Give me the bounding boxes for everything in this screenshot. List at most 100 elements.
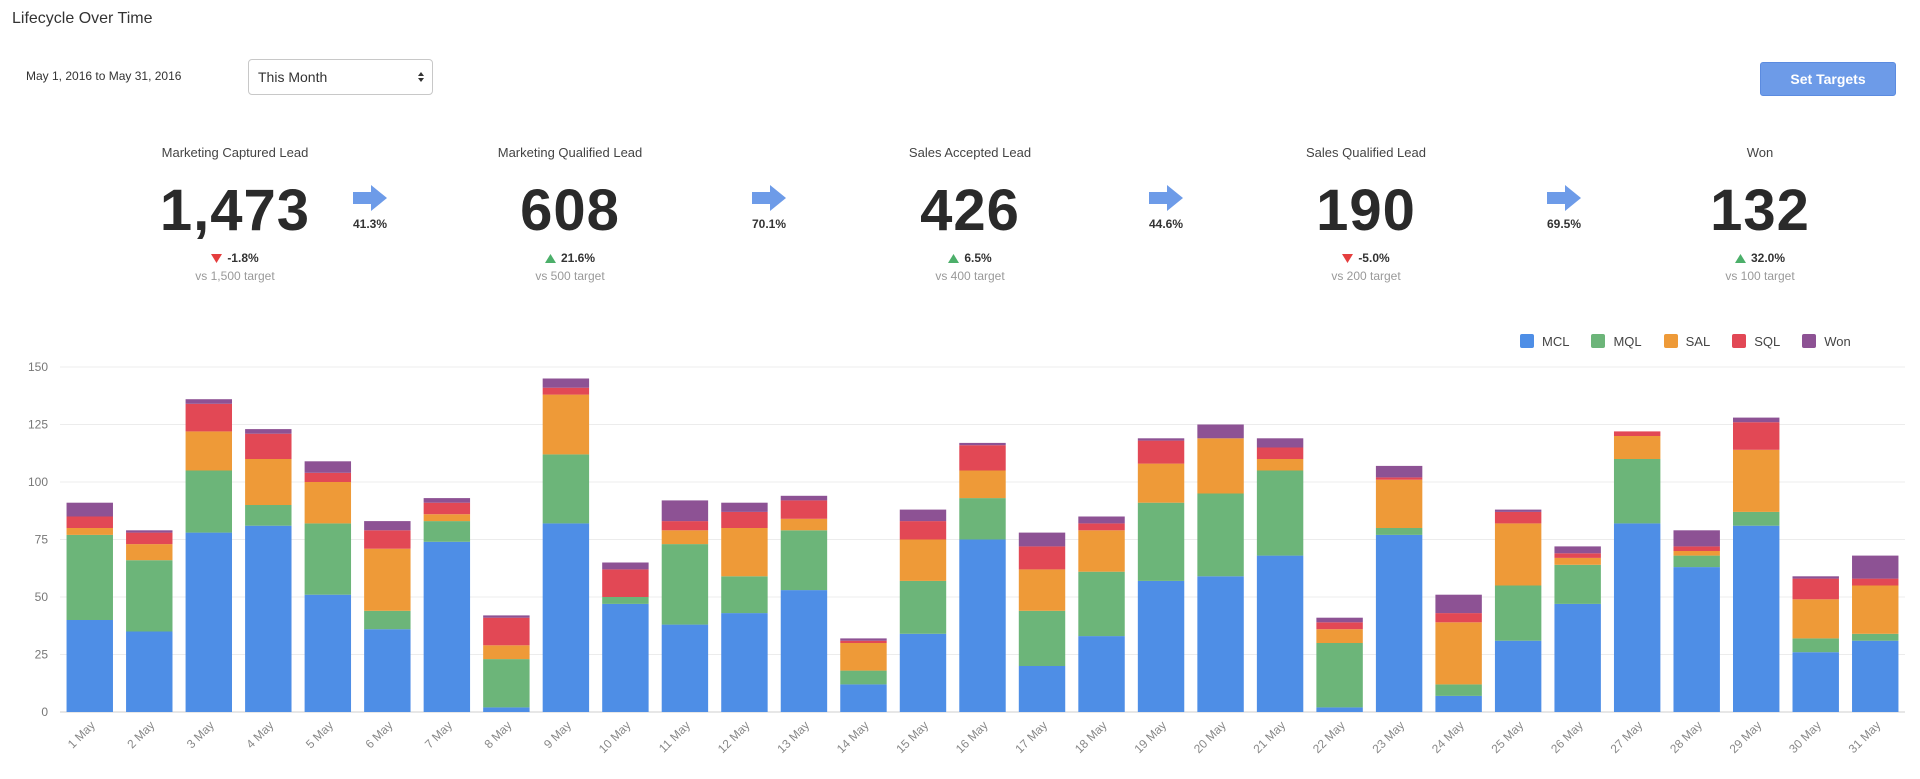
bar-segment-mql <box>840 670 887 685</box>
conversion-rate: 69.5% <box>1546 217 1582 231</box>
bar-segment-won <box>1732 417 1780 423</box>
bar-segment-won <box>721 502 768 512</box>
x-tick-label: 3 May <box>184 718 217 751</box>
bar-segment-sal <box>780 518 828 531</box>
kpi-delta: -5.0% <box>1206 251 1526 265</box>
x-tick-label: 1 May <box>65 718 98 751</box>
legend-item-sql[interactable]: SQL <box>1732 334 1780 349</box>
bar-segment-won <box>602 562 649 570</box>
date-range-text: May 1, 2016 to May 31, 2016 <box>26 69 182 83</box>
arrow-right-icon <box>752 185 786 211</box>
x-tick-label: 20 May <box>1191 718 1229 756</box>
x-tick-label: 25 May <box>1489 718 1527 756</box>
set-targets-button[interactable]: Set Targets <box>1760 62 1896 96</box>
x-tick-label: 19 May <box>1131 718 1169 756</box>
bar-segment-mcl <box>899 633 947 712</box>
kpi-value: 1,473 <box>159 178 311 243</box>
legend-item-sal[interactable]: SAL <box>1663 334 1710 349</box>
kpi-label: Sales Accepted Lead <box>908 145 1032 160</box>
bar-segment-sal <box>1137 463 1185 503</box>
conversion-1: 41.3% <box>330 185 410 231</box>
bar-segment-sql <box>126 532 173 545</box>
bar-segment-mql <box>1673 555 1720 568</box>
legend-item-mql[interactable]: MQL <box>1591 333 1642 349</box>
bar-segment-mcl <box>1792 652 1839 712</box>
kpi-delta-value: -1.8% <box>227 251 259 265</box>
kpi-target: vs 200 target <box>1331 269 1401 283</box>
bar-segment-sql <box>899 521 947 540</box>
bar-segment-mcl <box>721 613 768 712</box>
bar-segment-mcl <box>483 707 530 712</box>
bar-segment-mql <box>483 659 530 708</box>
legend-label: MQL <box>1613 333 1642 349</box>
bar-segment-won <box>780 495 828 501</box>
conversion-3: 44.6% <box>1126 185 1206 231</box>
bar-segment-sal <box>66 528 113 535</box>
arrow-right-icon <box>1149 185 1183 211</box>
bar-segment-won <box>1197 424 1244 439</box>
legend-label: SQL <box>1754 333 1781 349</box>
x-tick-label: 12 May <box>715 718 753 756</box>
y-tick-label: 100 <box>28 475 48 489</box>
x-tick-label: 5 May <box>303 718 336 751</box>
bar-segment-mcl <box>1732 525 1780 712</box>
bar-segment-mcl <box>364 629 411 712</box>
bar-segment-won <box>1494 509 1542 512</box>
bar-segment-won <box>126 530 173 533</box>
y-tick-label: 125 <box>28 418 48 432</box>
bar-segment-sal <box>1613 436 1661 459</box>
legend-swatch <box>1591 334 1606 348</box>
kpi-label: Won <box>1746 145 1774 160</box>
bar-segment-sal <box>661 530 709 545</box>
bar-segment-mcl <box>780 590 828 712</box>
trend-down-icon <box>211 254 223 264</box>
bar-segment-sal <box>721 528 768 577</box>
bar-segment-mql <box>364 610 411 630</box>
x-tick-label: 17 May <box>1012 718 1050 756</box>
x-tick-label: 15 May <box>893 718 931 756</box>
bar-segment-mql <box>1435 684 1482 696</box>
bar-segment-mql <box>602 597 649 604</box>
bar-segment-sql <box>1375 477 1423 480</box>
bar-segment-sql <box>1018 546 1066 570</box>
bar-segment-mql <box>959 498 1006 540</box>
kpi-won: Won 132 32.0% vs 100 target <box>1600 145 1920 283</box>
bar-segment-mql <box>1078 571 1125 637</box>
bar-segment-sql <box>780 500 828 519</box>
legend-item-won[interactable]: Won <box>1802 334 1851 349</box>
bar-segment-sal <box>483 645 530 660</box>
kpi-value: 190 <box>1316 178 1416 243</box>
kpi-delta: -1.8% <box>75 251 395 265</box>
bar-segment-won <box>66 502 113 517</box>
bar-segment-sal <box>1673 551 1720 556</box>
bar-segment-sal <box>423 514 471 522</box>
conversion-4: 69.5% <box>1524 185 1604 231</box>
bar-segment-won <box>899 509 947 522</box>
bar-segment-mcl <box>1375 534 1423 712</box>
bar-segment-won <box>1256 438 1304 448</box>
x-tick-label: 28 May <box>1667 718 1705 756</box>
x-tick-label: 18 May <box>1072 718 1110 756</box>
kpi-delta: 32.0% <box>1600 251 1920 265</box>
kpi-target: vs 500 target <box>535 269 605 283</box>
bar-segment-sql <box>66 516 113 528</box>
legend-swatch <box>1663 334 1678 348</box>
bar-segment-sal <box>245 459 292 505</box>
bar-segment-sal <box>1852 585 1899 634</box>
kpi-delta-value: 21.6% <box>560 251 596 265</box>
bar-segment-sal <box>840 643 887 671</box>
bar-segment-mcl <box>185 532 233 712</box>
bar-segment-mcl <box>1613 523 1661 712</box>
bar-segment-sal <box>1078 530 1125 572</box>
bar-segment-mql <box>126 560 173 632</box>
bar-segment-mql <box>661 544 709 625</box>
arrow-right-icon <box>353 185 387 211</box>
bar-segment-mql <box>1613 459 1661 524</box>
bar-segment-mcl <box>1673 567 1720 712</box>
legend-item-mcl[interactable]: MCL <box>1520 334 1569 349</box>
period-select[interactable]: This Month <box>248 59 433 95</box>
bar-segment-mql <box>1792 638 1839 653</box>
kpi-mcl: Marketing Captured Lead 1,473 -1.8% vs 1… <box>75 145 395 283</box>
bar-segment-sql <box>1078 523 1125 531</box>
bar-segment-sal <box>1792 599 1839 639</box>
